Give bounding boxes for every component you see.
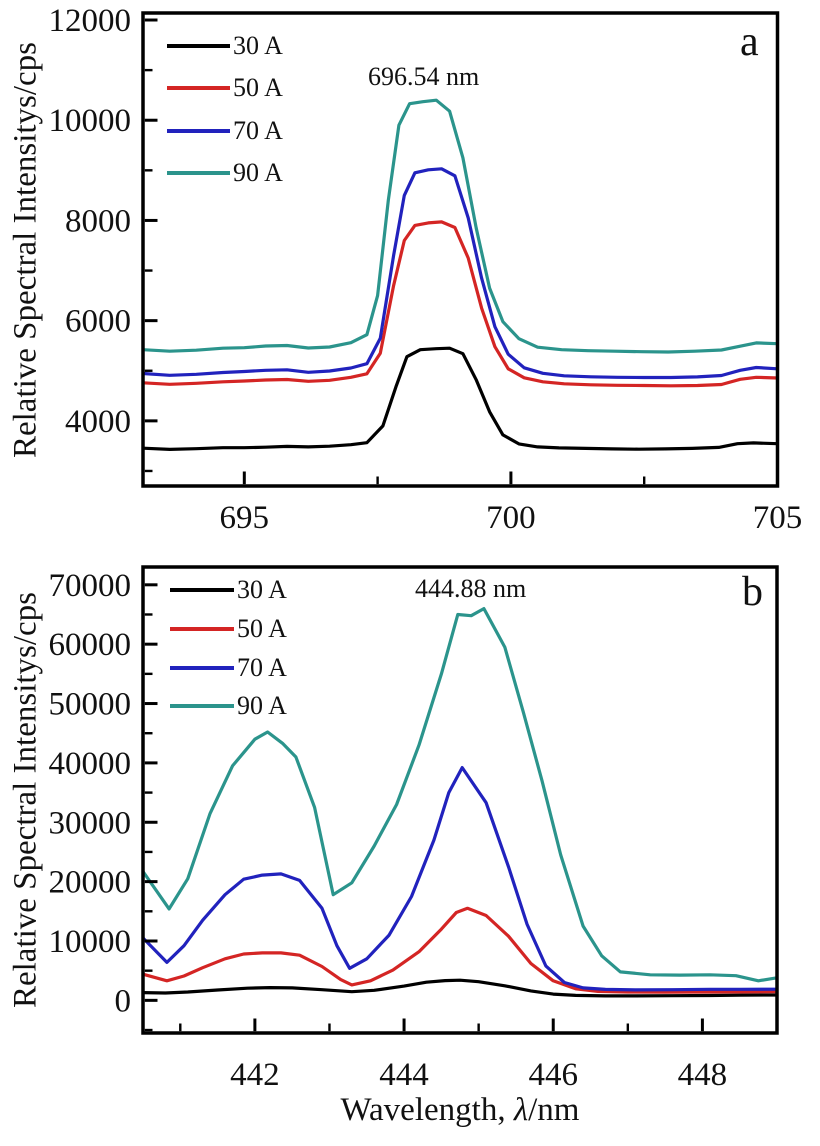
y-tick-label: 60000 — [49, 627, 132, 663]
panel-a-y-axis-title: Relative Spectral Intensitys/cps — [7, 41, 44, 459]
y-tick-label: 20000 — [49, 865, 132, 901]
peak-annotation-a: 696.54 nm — [368, 62, 480, 91]
series-line-30-a — [143, 978, 777, 998]
series-line-90-a — [143, 98, 778, 354]
panel-b: 442 444 446 448 0 10000 20000 30000 40000 50000 60… — [49, 565, 779, 1093]
panel-border — [141, 565, 779, 1035]
y-tick-label: 8000 — [65, 203, 131, 239]
series-line-90-a — [143, 606, 777, 983]
x-axis-title-suffix: /nm — [528, 1092, 580, 1128]
y-tick-label: 70000 — [49, 568, 132, 604]
legend-label: 30 A — [233, 31, 283, 60]
legend-line-swatch — [167, 86, 230, 91]
legend-line-swatch — [170, 704, 234, 709]
x-tick-label: 446 — [528, 1057, 578, 1093]
panel-b-y-axis-title: Relative Spectral Intensitys/cps — [7, 591, 44, 1009]
legend-line-swatch — [170, 665, 234, 670]
x-tick-label: 442 — [230, 1057, 280, 1093]
legend-line-swatch — [170, 626, 234, 631]
x-axis-title: Wavelength, λ/nm — [341, 1092, 580, 1129]
legend-label: 90 A — [237, 691, 287, 721]
x-tick-label: 448 — [678, 1057, 728, 1093]
y-tick-label: 10000 — [49, 924, 132, 960]
legend-line-swatch — [167, 128, 230, 133]
legend-label: 70 A — [237, 652, 287, 682]
legend-line-swatch — [167, 170, 230, 175]
legend-item-30-a: 30 A — [170, 573, 287, 607]
y-tick-label: 0 — [115, 983, 132, 1019]
x-tick-label: 444 — [379, 1057, 429, 1093]
legend-label: 30 A — [237, 575, 287, 604]
y-tick-label: 30000 — [49, 805, 132, 841]
legend-item-30-a: 30 A — [167, 29, 283, 63]
x-tick-label: 700 — [486, 500, 536, 536]
legend-label: 90 A — [233, 157, 283, 187]
peak-annotation-b: 444.88 nm — [415, 574, 527, 603]
legend-line-swatch — [170, 588, 234, 592]
series-line-70-a — [143, 167, 778, 380]
panel-border — [141, 11, 780, 488]
legend-item-70-a: 70 A — [170, 651, 287, 685]
panel-a: 695 700 705 4000 6000 8000 10000 12000 — [49, 3, 803, 536]
y-tick-label: 12000 — [49, 3, 132, 39]
legend-item-90-a: 90 A — [167, 156, 283, 190]
x-axis-title-prefix: Wavelength, — [340, 1092, 514, 1128]
panel-a-curves — [143, 98, 778, 451]
panel-label-a: a — [740, 19, 759, 65]
series-line-30-a — [143, 346, 778, 451]
y-tick-label: 6000 — [65, 304, 131, 340]
panel-b-curves — [143, 606, 777, 998]
y-tick-label: 50000 — [49, 687, 132, 723]
lambda-symbol: λ — [513, 1092, 529, 1128]
legend-line-swatch — [167, 44, 230, 48]
legend-label: 70 A — [233, 115, 283, 145]
series-line-50-a — [143, 220, 778, 388]
x-tick-label: 705 — [753, 500, 803, 536]
series-line-50-a — [143, 906, 777, 994]
legend-item-70-a: 70 A — [167, 114, 283, 148]
y-tick-label: 40000 — [49, 746, 132, 782]
legend-label: 50 A — [237, 613, 287, 643]
legend-label: 50 A — [233, 73, 283, 103]
legend-item-50-a: 50 A — [167, 71, 283, 105]
panel-label-b: b — [742, 569, 763, 615]
y-tick-label: 4000 — [65, 404, 131, 440]
x-tick-label: 695 — [220, 500, 270, 536]
legend-item-50-a: 50 A — [170, 612, 287, 646]
series-line-70-a — [143, 765, 777, 992]
legend-item-90-a: 90 A — [170, 689, 287, 723]
y-tick-label: 10000 — [49, 103, 132, 139]
